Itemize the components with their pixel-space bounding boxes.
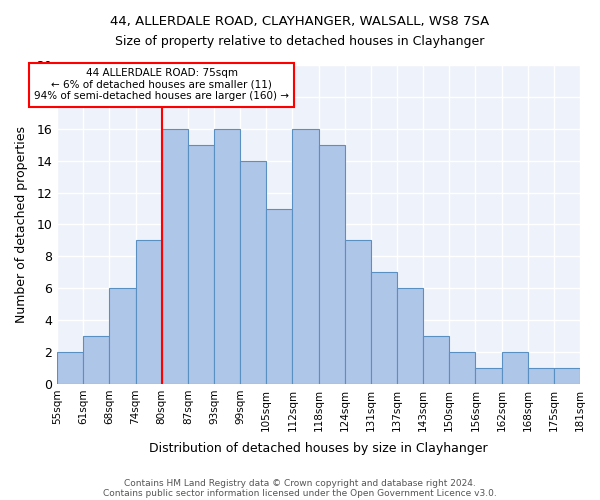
Bar xyxy=(188,144,214,384)
Bar xyxy=(136,240,161,384)
Bar xyxy=(397,288,423,384)
Bar xyxy=(344,240,371,384)
Text: 44 ALLERDALE ROAD: 75sqm
← 6% of detached houses are smaller (11)
94% of semi-de: 44 ALLERDALE ROAD: 75sqm ← 6% of detache… xyxy=(34,68,289,102)
Bar xyxy=(109,288,136,384)
Bar xyxy=(214,129,240,384)
Text: Contains HM Land Registry data © Crown copyright and database right 2024.: Contains HM Land Registry data © Crown c… xyxy=(124,478,476,488)
Y-axis label: Number of detached properties: Number of detached properties xyxy=(15,126,28,323)
Text: Size of property relative to detached houses in Clayhanger: Size of property relative to detached ho… xyxy=(115,35,485,48)
Bar xyxy=(240,160,266,384)
Bar xyxy=(502,352,528,384)
Bar xyxy=(554,368,580,384)
Bar xyxy=(423,336,449,384)
Bar xyxy=(83,336,109,384)
Bar xyxy=(292,129,319,384)
Bar xyxy=(449,352,475,384)
Text: Contains public sector information licensed under the Open Government Licence v3: Contains public sector information licen… xyxy=(103,488,497,498)
Bar xyxy=(528,368,554,384)
X-axis label: Distribution of detached houses by size in Clayhanger: Distribution of detached houses by size … xyxy=(149,442,488,455)
Text: 44, ALLERDALE ROAD, CLAYHANGER, WALSALL, WS8 7SA: 44, ALLERDALE ROAD, CLAYHANGER, WALSALL,… xyxy=(110,15,490,28)
Bar xyxy=(475,368,502,384)
Bar xyxy=(57,352,83,384)
Bar xyxy=(371,272,397,384)
Bar xyxy=(161,129,188,384)
Bar xyxy=(266,208,292,384)
Bar xyxy=(319,144,344,384)
